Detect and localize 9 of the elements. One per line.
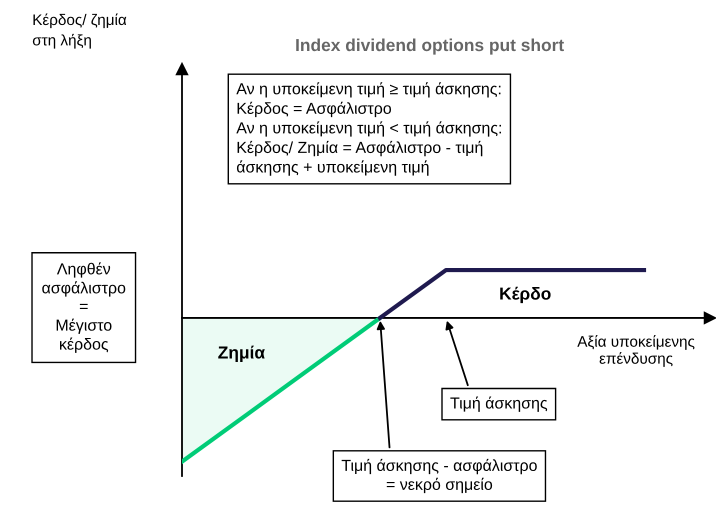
- chart-title: Index dividend options put short: [296, 38, 564, 55]
- annotation: Κέρδο: [500, 286, 551, 304]
- text: Κέρδος/ ζημία στη λήξη: [32, 13, 126, 49]
- annotation: Τιμή άσκησης - ασφάλιστρο = νεκρό σημείο: [342, 458, 537, 494]
- text: Αν η υποκείμενη τιμή ≥ τιμή άσκησης: Κέρδος = Ασφάλιστρο Αν η υποκείμενη τιμή < τιμή άσκησης: Κέρδος/ Ζημία = Ασφάλιστρο - τιμή άσκησης + υποκείμενη τιμή: [236, 82, 502, 176]
- annotation: Τιμή άσκησης: [450, 396, 548, 412]
- annotation: Ζημία: [218, 346, 265, 362]
- x-axis-title: Αξία υποκείμενης επένδυσης: [577, 335, 694, 367]
- text: Ληφθέν ασφάλιστρο = Μέγιστο κέρδος: [42, 262, 126, 353]
